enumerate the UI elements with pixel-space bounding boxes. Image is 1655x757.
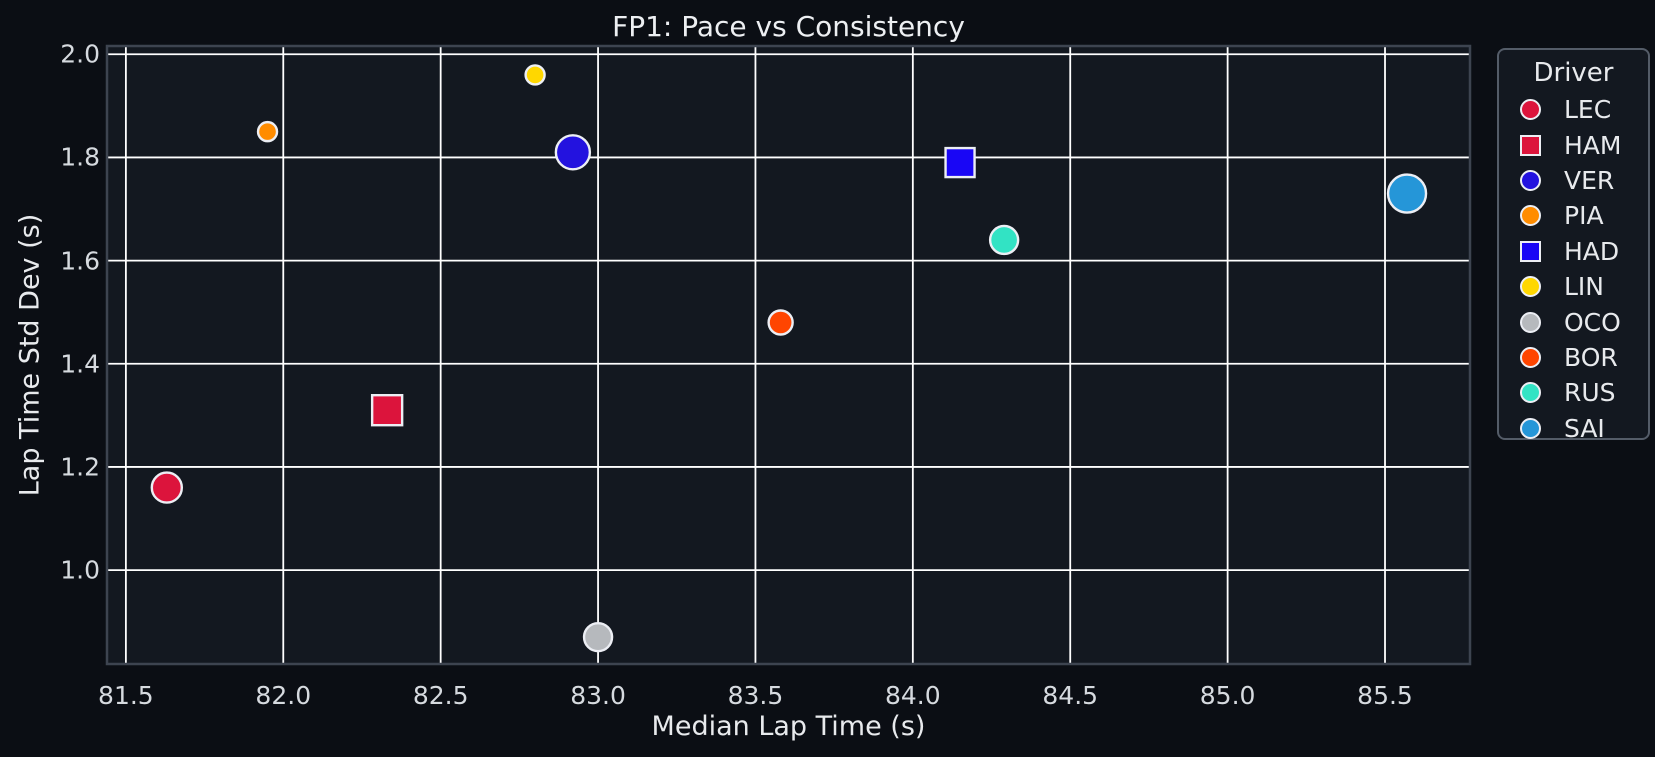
marker-HAD bbox=[944, 146, 976, 179]
legend-label: SAI bbox=[1564, 413, 1605, 443]
x-axis-label: Median Lap Time (s) bbox=[651, 711, 926, 742]
y-tick-label: 2.0 bbox=[60, 39, 100, 69]
legend-label: LEC bbox=[1564, 95, 1612, 125]
legend-item-OCO: OCO bbox=[1499, 304, 1648, 339]
legend-swatch-LIN-icon bbox=[1520, 276, 1541, 298]
legend-swatch-PIA-icon bbox=[1520, 205, 1541, 227]
legend-item-LEC: LEC bbox=[1499, 92, 1648, 127]
marker-BOR bbox=[767, 309, 794, 336]
legend-item-HAM: HAM bbox=[1499, 127, 1648, 162]
x-tick-label: 82.5 bbox=[412, 681, 469, 710]
legend-swatch-LEC-icon bbox=[1520, 99, 1541, 121]
legend-item-BOR: BOR bbox=[1499, 340, 1648, 375]
x-tick-label: 82.0 bbox=[255, 681, 312, 710]
y-tick-label: 1.8 bbox=[60, 142, 100, 172]
legend-swatch-HAM-icon bbox=[1520, 134, 1541, 156]
legend-item-PIA: PIA bbox=[1499, 198, 1648, 233]
legend-label: HAM bbox=[1564, 130, 1622, 160]
y-tick-label: 1.2 bbox=[60, 452, 100, 482]
legend-swatch-RUS-icon bbox=[1520, 382, 1541, 404]
y-axis-label: Lap Time Std Dev (s) bbox=[14, 213, 46, 497]
y-tick-label: 1.0 bbox=[60, 555, 100, 585]
y-tick-label: 1.6 bbox=[60, 246, 100, 276]
x-tick-label: 85.5 bbox=[1357, 681, 1413, 710]
axes-spine bbox=[105, 44, 1472, 666]
legend-swatch-HAD-icon bbox=[1520, 240, 1541, 262]
x-tick-label: 83.0 bbox=[570, 681, 626, 710]
legend-items: LEC HAM VER PIA HAD LIN OCO BOR RUS SAI bbox=[1499, 92, 1648, 446]
legend-swatch-BOR-icon bbox=[1520, 346, 1541, 368]
legend-label: RUS bbox=[1564, 378, 1616, 408]
legend-label: BOR bbox=[1564, 342, 1618, 372]
marker-RUS bbox=[988, 224, 1020, 256]
plot-area bbox=[107, 46, 1470, 664]
x-tick-label: 85.0 bbox=[1199, 681, 1256, 710]
marker-HAM bbox=[370, 393, 404, 427]
legend-label: HAD bbox=[1564, 236, 1620, 266]
legend-swatch-OCO-icon bbox=[1520, 311, 1541, 333]
y-tick-label: 1.4 bbox=[60, 349, 100, 379]
legend-item-HAD: HAD bbox=[1499, 234, 1648, 269]
marker-LIN bbox=[524, 64, 546, 86]
legend-item-RUS: RUS bbox=[1499, 375, 1648, 410]
legend-label: LIN bbox=[1564, 272, 1605, 302]
legend-label: OCO bbox=[1564, 307, 1621, 337]
legend-item-LIN: LIN bbox=[1499, 269, 1648, 304]
x-tick-label: 84.5 bbox=[1042, 681, 1099, 710]
marker-OCO bbox=[582, 621, 614, 653]
marker-PIA bbox=[256, 120, 279, 143]
legend-item-VER: VER bbox=[1499, 163, 1648, 198]
legend-label: VER bbox=[1564, 165, 1615, 195]
legend-swatch-SAI-icon bbox=[1520, 417, 1541, 439]
x-tick-label: 81.5 bbox=[98, 681, 154, 710]
legend: Driver LEC HAM VER PIA HAD LIN OCO BOR RUS SAI bbox=[1497, 48, 1650, 443]
legend-item-SAI: SAI bbox=[1499, 411, 1648, 446]
marker-SAI bbox=[1386, 173, 1428, 214]
marker-LEC bbox=[150, 471, 184, 504]
legend-swatch-VER-icon bbox=[1520, 169, 1541, 191]
legend-title: Driver bbox=[1533, 58, 1614, 88]
marker-VER bbox=[554, 134, 592, 171]
x-tick-label: 84.0 bbox=[884, 681, 941, 710]
legend-label: PIA bbox=[1564, 201, 1604, 231]
chart-title: FP1: Pace vs Consistency bbox=[612, 10, 965, 43]
x-tick-label: 83.5 bbox=[727, 681, 784, 710]
